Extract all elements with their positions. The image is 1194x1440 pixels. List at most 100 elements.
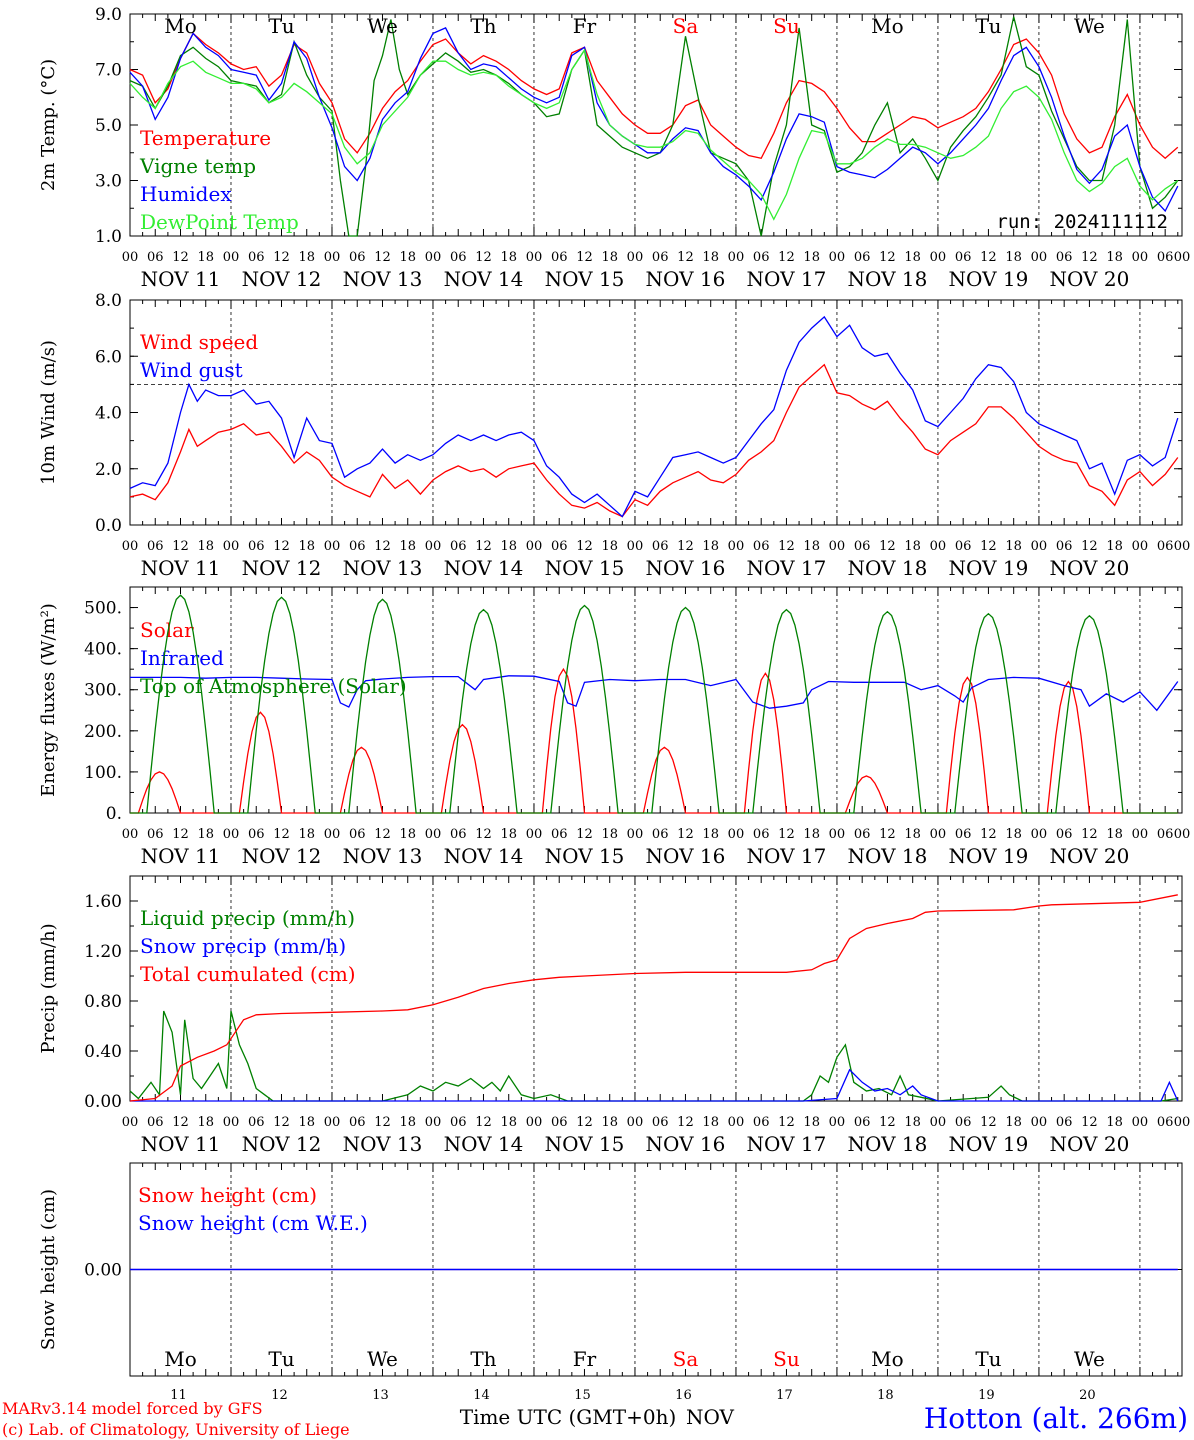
temp-hour-label: 06 <box>147 250 164 265</box>
day-number-label: 19 <box>978 1388 995 1403</box>
flux-hour-label: 06 <box>753 827 770 842</box>
wind-hour-label: 00 <box>930 539 947 554</box>
temp-date-label: NOV 12 <box>242 267 322 291</box>
precip-hour-label: 12 <box>576 1115 593 1130</box>
temp-hour-label: 00 <box>122 250 139 265</box>
temp-ytick-label: 1.0 <box>95 227 122 247</box>
precip-legend-total-cumulated-cm: Total cumulated (cm) <box>140 962 356 986</box>
snow-weekday-label: Tu <box>975 1347 1001 1371</box>
temp-hour-label: 06 <box>753 250 770 265</box>
precip-ytick-label: 1.20 <box>84 942 122 962</box>
wind-hour-label: 06 <box>1056 539 1073 554</box>
precip-date-label: NOV 16 <box>646 1132 726 1156</box>
temp-ylabel: 2m Temp. (°C) <box>38 59 59 191</box>
precip-hour-label: 18 <box>702 1115 719 1130</box>
temp-series-dewpoint-temp <box>129 48 1179 221</box>
flux-hour-label: 00 <box>627 827 644 842</box>
temp-weekday-label: Fr <box>573 14 597 38</box>
temp-hour-label: 12 <box>677 250 694 265</box>
flux-hour-label: 12 <box>576 827 593 842</box>
wind-date-label: NOV 18 <box>848 556 928 580</box>
temp-legend-humidex: Humidex <box>140 182 232 206</box>
wind-ytick-label: 6.0 <box>95 347 122 367</box>
precip-hour-label: 18 <box>399 1115 416 1130</box>
precip-hour-label: 06 <box>248 1115 265 1130</box>
flux-hour-label: 06 <box>450 827 467 842</box>
precip-ytick-label: 0.40 <box>84 1042 122 1062</box>
wind-hour-label: 00 <box>829 539 846 554</box>
wind-hour-label: 06 <box>652 539 669 554</box>
temp-hour-label: 00 <box>1132 250 1149 265</box>
wind-hour-label: 00 <box>526 539 543 554</box>
credit-lab: (c) Lab. of Climatology, University of L… <box>2 1420 350 1439</box>
snow-weekday-label: Su <box>773 1347 800 1371</box>
day-number-label: 12 <box>271 1388 288 1403</box>
wind-hour-label: 12 <box>576 539 593 554</box>
precip-hour-label: 00 <box>324 1115 341 1130</box>
flux-date-label: NOV 16 <box>646 844 726 868</box>
temp-hour-label: 00 <box>728 250 745 265</box>
temp-hour-label: 12 <box>1081 250 1098 265</box>
flux-ytick-label: 200. <box>84 722 122 742</box>
flux-hour-label: 06 <box>248 827 265 842</box>
flux-date-label: NOV 14 <box>444 844 524 868</box>
temp-hour-label: 00 <box>1031 250 1048 265</box>
credit-model: MARv3.14 model forced by GFS <box>2 1399 263 1418</box>
temp-hour-label: 12 <box>374 250 391 265</box>
temp-weekday-label: Th <box>470 14 496 38</box>
temp-hour-label: 12 <box>879 250 896 265</box>
precip-hour-label: 18 <box>803 1115 820 1130</box>
precip-hour-label: 12 <box>778 1115 795 1130</box>
wind-hour-label: 00 <box>627 539 644 554</box>
precip-hour-label: 06 <box>551 1115 568 1130</box>
flux-ytick-label: 400. <box>84 640 122 660</box>
precip-date-label: NOV 15 <box>545 1132 625 1156</box>
flux-hour-label: 18 <box>803 827 820 842</box>
precip-series-liquid-precip-mm-h <box>129 1010 1178 1102</box>
day-number-label: 11 <box>170 1388 187 1403</box>
flux-frame <box>129 586 1183 814</box>
day-number-label: 14 <box>473 1388 490 1403</box>
flux-hour-label: 00 <box>324 827 341 842</box>
wind-hour-label: 18 <box>702 539 719 554</box>
wind-hour-label: 06 <box>854 539 871 554</box>
temp-date-label: NOV 16 <box>646 267 726 291</box>
flux-hour-label: 06 <box>1157 827 1174 842</box>
wind-hour-label: 06 <box>450 539 467 554</box>
snow-weekday-label: Fr <box>573 1347 597 1371</box>
precip-hour-label: 06 <box>450 1115 467 1130</box>
flux-ylabel: Energy fluxes (W/m²) <box>38 603 59 797</box>
flux-date-label: NOV 13 <box>343 844 423 868</box>
precip-date-label: NOV 20 <box>1050 1132 1130 1156</box>
flux-hour-label: 12 <box>374 827 391 842</box>
flux-hour-label: 18 <box>702 827 719 842</box>
temp-series-humidex <box>129 27 1179 213</box>
temp-hour-label: 06 <box>854 250 871 265</box>
wind-hour-label: 00 <box>425 539 442 554</box>
temp-date-label: NOV 11 <box>141 267 221 291</box>
wind-hour-label: 12 <box>172 539 189 554</box>
flux-hour-label: 18 <box>1106 827 1123 842</box>
flux-hour-label: 00 <box>829 827 846 842</box>
snow-weekday-label: Sa <box>673 1347 699 1371</box>
temp-hour-label: 06 <box>349 250 366 265</box>
precip-hour-label: 06 <box>753 1115 770 1130</box>
wind-date-label: NOV 20 <box>1050 556 1130 580</box>
temp-hour-label-last: 00 <box>1174 250 1191 265</box>
wind-hour-label: 18 <box>803 539 820 554</box>
wind-hour-label: 00 <box>1132 539 1149 554</box>
precip-hour-label: 06 <box>349 1115 366 1130</box>
day-number-label: 16 <box>675 1388 692 1403</box>
wind-hour-label: 00 <box>1031 539 1048 554</box>
wind-hour-label: 06 <box>955 539 972 554</box>
temp-hour-label: 12 <box>273 250 290 265</box>
day-number-label: 20 <box>1079 1388 1096 1403</box>
temp-hour-label: 12 <box>172 250 189 265</box>
temp-hour-label: 00 <box>627 250 644 265</box>
wind-series-wind-speed <box>129 363 1179 518</box>
flux-hour-label: 12 <box>172 827 189 842</box>
wind-date-label: NOV 11 <box>141 556 221 580</box>
flux-date-label: NOV 11 <box>141 844 221 868</box>
precip-hour-label: 00 <box>223 1115 240 1130</box>
temp-hour-label: 00 <box>930 250 947 265</box>
